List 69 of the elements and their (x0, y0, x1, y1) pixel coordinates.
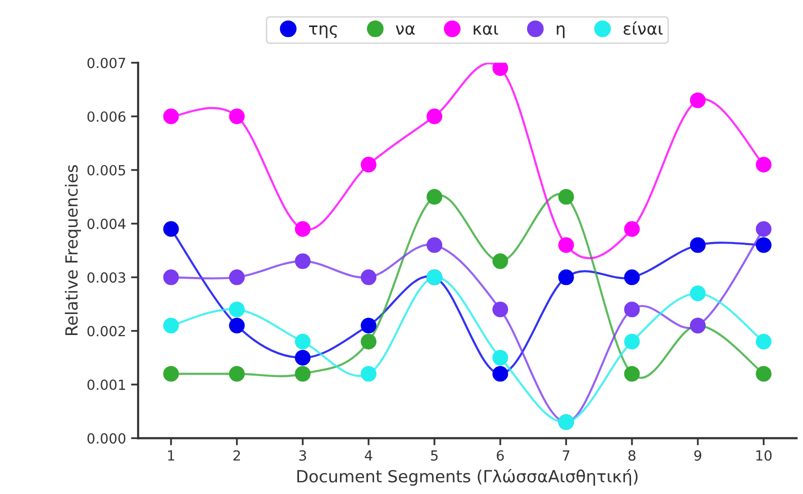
y-tick-label: 0.002 (87, 326, 125, 336)
x-tick-label: 5 (431, 450, 438, 461)
y-axis-title: Relative Frequencies (64, 165, 81, 335)
point (229, 318, 245, 334)
point (492, 366, 508, 382)
legend-label: της (309, 25, 337, 38)
point (294, 366, 311, 382)
point (624, 302, 640, 318)
point (624, 269, 640, 286)
point (690, 237, 706, 253)
x-tick-label: 7 (562, 450, 570, 461)
point (492, 350, 508, 366)
legend-label: είναι (624, 21, 663, 35)
point (360, 318, 376, 334)
point (492, 253, 508, 270)
point (756, 366, 772, 382)
point (558, 237, 574, 253)
point (163, 108, 179, 124)
point (360, 366, 376, 382)
y-tick-label: 0.006 (87, 111, 126, 122)
point (163, 318, 179, 334)
point (690, 286, 706, 302)
point (163, 221, 179, 237)
point (360, 269, 376, 286)
point (294, 221, 311, 237)
point (360, 156, 376, 172)
x-tick-label: 1 (168, 450, 174, 461)
point (426, 188, 442, 205)
point (229, 302, 245, 318)
point (756, 237, 772, 253)
point (229, 269, 245, 286)
point (426, 108, 442, 124)
legend-label: η (556, 25, 564, 38)
legend-label: και (474, 25, 498, 35)
point (294, 350, 311, 366)
point (624, 366, 640, 382)
point (756, 334, 772, 350)
x-tick-label: 9 (694, 450, 702, 461)
point (756, 221, 772, 237)
point (558, 269, 574, 286)
point (558, 188, 574, 205)
point (360, 334, 376, 350)
point (624, 334, 640, 350)
x-axis-title: Document Segments (ΓλώσσαΑισθητική) (297, 468, 638, 486)
x-tick-label: 8 (628, 450, 636, 461)
point (229, 108, 245, 124)
y-tick-label: 0.007 (87, 58, 126, 68)
x-tick-label: 10 (756, 450, 772, 461)
point (229, 366, 245, 382)
point (756, 156, 772, 172)
y-tick-label: 0.003 (87, 272, 126, 283)
point (426, 237, 442, 253)
x-tick-label: 4 (364, 450, 372, 461)
point (624, 221, 640, 237)
point (163, 269, 179, 286)
legend-label: να (396, 25, 415, 35)
x-tick-label: 3 (299, 450, 306, 461)
point (163, 366, 179, 382)
y-tick-label: 0.000 (87, 433, 126, 444)
point (492, 302, 508, 318)
point (690, 92, 706, 108)
x-tick-label: 6 (496, 450, 504, 461)
x-tick-label: 2 (233, 450, 240, 461)
y-tick-label: 0.005 (87, 164, 126, 176)
point (294, 253, 311, 270)
point (492, 62, 508, 76)
y-tick-label: 0.004 (87, 218, 126, 230)
point (294, 334, 311, 350)
y-tick-label: 0.001 (87, 380, 126, 390)
